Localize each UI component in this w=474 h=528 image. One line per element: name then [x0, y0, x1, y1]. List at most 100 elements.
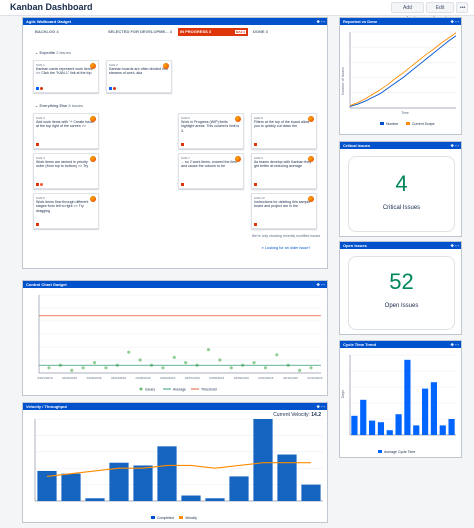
- issue-card[interactable]: KAN-10 Instructions for deleting this sa…: [251, 193, 317, 229]
- gadget-menu-icon[interactable]: ✥ ⋯: [316, 19, 325, 24]
- legend-swatch-number: [380, 122, 384, 125]
- completed-bar: [229, 476, 249, 501]
- swimlane-count: 2 issues: [56, 50, 71, 55]
- x-tick-label: 04/03/2016: [87, 376, 102, 380]
- issue-type-icons: [36, 222, 40, 226]
- page-title: Kanban Dashboard: [10, 2, 93, 12]
- legend-average: Average: [173, 388, 186, 392]
- completed-bar: [205, 498, 225, 501]
- velocity-header: Velocity / Throughput ✥ ⋯: [23, 403, 327, 410]
- issue-card[interactable]: KAN-3 Add work items with "+ Create Issu…: [33, 113, 99, 149]
- issue-key[interactable]: KAN-4: [36, 156, 45, 160]
- issue-key[interactable]: KAN-10: [254, 196, 265, 200]
- issue-card[interactable]: KAN-4 Work items are ranked in priority …: [33, 153, 99, 189]
- issue-key[interactable]: KAN-1: [36, 63, 45, 67]
- issue-summary: Kanban cards represent work items >> Cli…: [36, 67, 93, 76]
- issue-key[interactable]: KAN-2: [109, 63, 118, 67]
- column-selected: SELECTED FOR DEVELOPME... 4: [108, 29, 172, 34]
- cycle-title: Cycle Time Trend: [343, 342, 377, 347]
- cycle-bar: [404, 359, 411, 435]
- legend-swatch-cycle: [378, 450, 382, 453]
- gadget-menu-icon[interactable]: ✥ ⋯: [450, 342, 459, 347]
- issue-type-icons: [254, 222, 258, 226]
- cycle-chart: Days Average Cycle Time: [341, 354, 456, 454]
- issue-point: [218, 358, 222, 362]
- top-bar: Kanban Dashboard Add gadget Edit layout …: [0, 0, 474, 22]
- reported-xlabel: Time: [401, 111, 409, 115]
- issue-card[interactable]: KAN-5 Work items flow through different …: [33, 193, 99, 229]
- avatar: [308, 116, 314, 122]
- x-tick-label: 04/04/2016: [111, 376, 126, 380]
- open-card[interactable]: 52 Open Issues: [348, 256, 455, 330]
- issue-point: [172, 355, 176, 359]
- issue-type-icons: [36, 142, 40, 146]
- issue-card[interactable]: KAN-9 As teams develop with Kanban they …: [251, 153, 317, 189]
- critical-gadget: Critical Issues ✥ ⋯ 4 Critical Issues: [339, 141, 462, 237]
- issue-type-icons: [181, 182, 185, 186]
- cycle-gadget: Cycle Time Trend ✥ ⋯ Days Average Cycle …: [339, 340, 462, 458]
- issue-point: [184, 361, 188, 365]
- x-tick-label: 04/01/2016: [37, 376, 52, 380]
- x-tick-label: 04/06/2016: [160, 376, 175, 380]
- critical-card[interactable]: 4 Critical Issues: [348, 156, 455, 232]
- issue-key[interactable]: KAN-3: [36, 116, 45, 120]
- gadget-menu-icon[interactable]: ✥ ⋯: [450, 19, 459, 24]
- issue-summary: Instructions for deleting this sample bo…: [254, 200, 311, 209]
- x-tick-label: 04/07/2016: [185, 376, 200, 380]
- reported-ylabel: Number of Issues: [341, 67, 345, 95]
- issue-point: [104, 366, 108, 370]
- cycle-bar: [395, 414, 402, 435]
- chevron-down-icon: ⌄: [35, 103, 39, 108]
- wallboard-header: Agile Wallboard Gadget ✥ ⋯: [23, 18, 327, 25]
- column-in-progress: IN PROGRESS 3 MAX 3: [178, 28, 248, 36]
- issue-summary: Work in Progress (WIP) limits highlight …: [181, 120, 240, 133]
- issue-point: [81, 366, 85, 370]
- avatar: [235, 156, 241, 162]
- completed-bar: [133, 465, 153, 501]
- reported-header: Reported vs Done ✥ ⋯: [340, 18, 461, 25]
- avatar: [308, 196, 314, 202]
- issue-key[interactable]: KAN-8: [254, 116, 263, 120]
- older-issue-link[interactable]: ⌕ Looking for an older issue?: [251, 246, 321, 250]
- gadget-menu-icon[interactable]: ✥ ⋯: [316, 404, 325, 409]
- completed-bar: [301, 484, 321, 501]
- gadget-menu-icon[interactable]: ✥ ⋯: [450, 143, 459, 148]
- issue-point: [161, 366, 165, 370]
- x-tick-label: 04/08/2016: [209, 376, 224, 380]
- issue-card[interactable]: KAN-1 Kanban cards represent work items …: [33, 60, 99, 93]
- critical-title: Critical Issues: [343, 143, 371, 148]
- velocity-chart: Completed Velocity: [34, 418, 323, 520]
- issue-card[interactable]: KAN-2 Kanban boards are often divided in…: [106, 60, 172, 93]
- gadget-menu-icon[interactable]: ✥ ⋯: [450, 243, 459, 248]
- issue-summary: As teams develop with Kanban they get be…: [254, 160, 312, 169]
- velocity-gadget: Velocity / Throughput ✥ ⋯ Current Veloci…: [22, 402, 328, 523]
- older-issue-link-text[interactable]: Looking for an older issue?: [264, 246, 311, 250]
- issue-card[interactable]: KAN-6 Work in Progress (WIP) limits high…: [178, 113, 244, 149]
- issue-key[interactable]: KAN-9: [254, 156, 263, 160]
- issue-key[interactable]: KAN-6: [181, 116, 190, 120]
- swimlane-expedite[interactable]: ⌄ Expedite 2 issues: [35, 50, 71, 55]
- critical-count: 4: [395, 171, 408, 196]
- completed-bar: [85, 498, 105, 501]
- issue-card[interactable]: KAN-7 ... so 2 work items, exceed the li…: [178, 153, 244, 189]
- control-gadget: Control Chart Gadget ✥ ⋯ Issues Average …: [22, 280, 328, 396]
- gadget-menu-icon[interactable]: ✥ ⋯: [316, 282, 325, 287]
- cycle-bar: [377, 422, 385, 435]
- x-tick-label: 04/11/2016: [283, 376, 298, 380]
- open-title: Open Issues: [343, 243, 367, 248]
- issue-key[interactable]: KAN-7: [181, 156, 190, 160]
- swimlane-everything-else[interactable]: ⌄ Everything Else 8 issues: [35, 103, 83, 108]
- column-backlog: BACKLOG 4: [35, 29, 59, 34]
- cycle-ylabel: Days: [341, 390, 345, 398]
- issue-point: [70, 368, 74, 372]
- swimlane-label: Everything Else: [39, 103, 68, 108]
- wallboard-gadget: Agile Wallboard Gadget ✥ ⋯ BACKLOG 4 SEL…: [22, 17, 328, 269]
- edit-layout-button[interactable]: Edit layout: [426, 2, 454, 22]
- issue-key[interactable]: KAN-5: [36, 196, 45, 200]
- issue-card[interactable]: KAN-8 Filters at the top of the board al…: [251, 113, 317, 149]
- completed-bar: [37, 470, 57, 501]
- legend-swatch-scope: [406, 122, 410, 125]
- issue-point: [206, 348, 211, 352]
- more-button[interactable]: •••: [456, 2, 468, 13]
- add-gadget-button[interactable]: Add gadget: [391, 2, 424, 22]
